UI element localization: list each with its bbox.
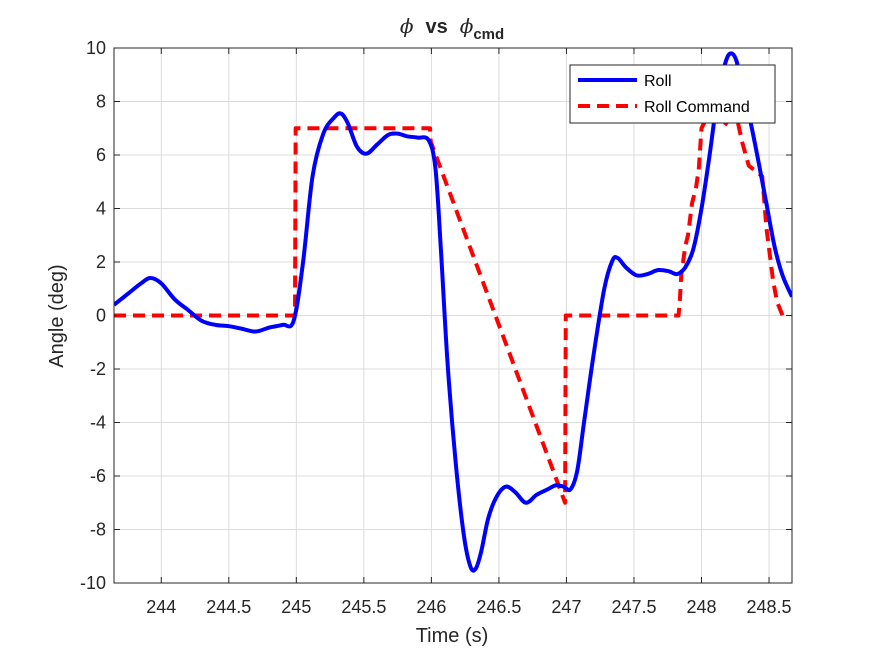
x-tick-label: 245.5	[341, 597, 386, 617]
legend-roll-label: Roll	[644, 73, 672, 90]
y-tick-label: 4	[96, 199, 106, 219]
legend-box	[569, 64, 776, 124]
title-phi-cmd: ϕ	[460, 14, 474, 38]
x-tick-label: 247	[551, 597, 581, 617]
y-tick-label: 0	[96, 306, 106, 326]
title-phi: ϕ	[400, 14, 414, 38]
y-axis-ticks: -10 -8 -6 -4 -2 0 2 4 6 8 10	[80, 38, 792, 593]
x-tick-label: 244	[146, 597, 176, 617]
series-roll	[114, 51, 792, 573]
x-tick-label: 247.5	[611, 597, 656, 617]
x-axis-ticks: 244 244.5 245 245.5 246 246.5 247 247.5 248 248.5	[146, 48, 792, 617]
series-layer	[114, 51, 792, 573]
y-tick-label: 10	[86, 38, 106, 58]
x-tick-label: 248	[686, 597, 716, 617]
title-subscript: cmd	[473, 26, 504, 43]
x-tick-label: 246	[416, 597, 446, 617]
y-tick-label: 6	[96, 145, 106, 165]
y-axis-label: Angle (deg)	[46, 264, 68, 367]
y-tick-label: -4	[90, 413, 106, 433]
y-tick-label: -10	[80, 573, 106, 593]
y-tick-label: 8	[96, 92, 106, 112]
y-tick-label: -6	[90, 466, 106, 486]
y-tick-label: -2	[90, 359, 106, 379]
y-tick-label: -8	[90, 520, 106, 540]
y-tick-label: 2	[96, 252, 106, 272]
x-tick-label: 248.5	[747, 597, 792, 617]
legend-roll-command-label: Roll Command	[644, 99, 750, 116]
x-tick-label: 245	[281, 597, 311, 617]
x-tick-label: 244.5	[206, 597, 251, 617]
title-vs: vs	[425, 16, 447, 38]
chart-title: ϕ vs ϕcmd	[400, 14, 504, 43]
x-tick-label: 246.5	[476, 597, 521, 617]
x-axis-label: Time (s)	[416, 625, 489, 647]
legend: Roll Roll Command	[569, 64, 776, 124]
